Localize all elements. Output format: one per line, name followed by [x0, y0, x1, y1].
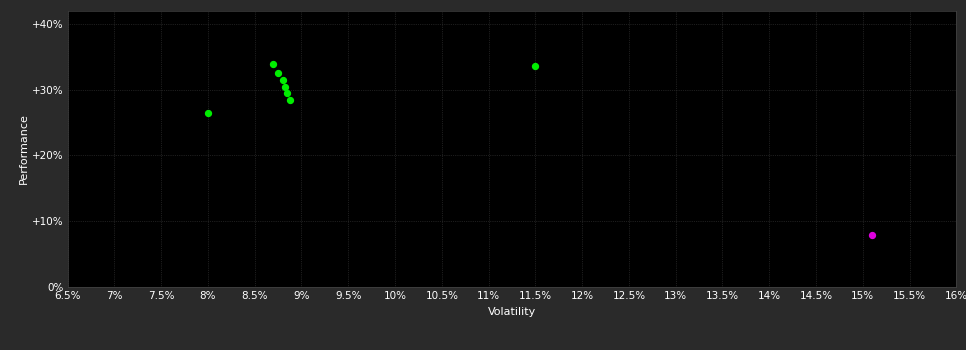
Point — [527, 64, 543, 69]
Point — [266, 62, 281, 67]
Point — [270, 70, 286, 76]
Point — [865, 232, 880, 238]
Point — [282, 97, 298, 103]
Point — [280, 91, 296, 96]
Point — [275, 77, 291, 83]
Y-axis label: Performance: Performance — [19, 113, 29, 184]
Point — [200, 110, 215, 116]
X-axis label: Volatility: Volatility — [488, 307, 536, 317]
Point — [277, 84, 293, 90]
